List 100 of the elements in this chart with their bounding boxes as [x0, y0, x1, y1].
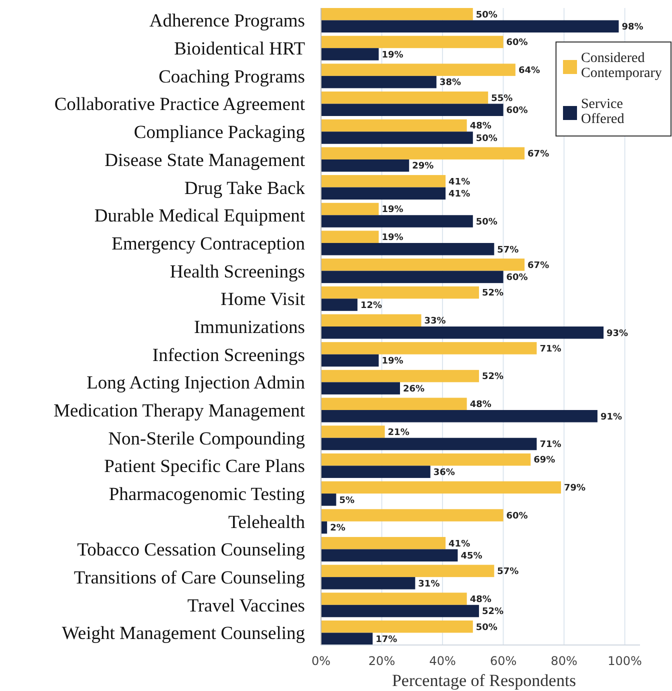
y-tick-label: Weight Management Counseling: [62, 624, 305, 644]
data-label: 52%: [482, 372, 504, 382]
bar: [321, 270, 504, 284]
data-label: 71%: [540, 440, 562, 450]
y-tick-label: Travel Vaccines: [187, 596, 305, 616]
bar: [321, 298, 358, 311]
data-label: 69%: [534, 456, 556, 466]
y-tick-label: Transitions of Care Counseling: [74, 568, 305, 589]
legend-label: Considered Contemporary: [581, 51, 662, 81]
bar: [321, 286, 479, 299]
bar: [321, 314, 422, 326]
bar: [321, 64, 516, 76]
bar: [321, 592, 467, 605]
bar: [321, 104, 504, 116]
bar: [321, 438, 537, 450]
bar: [321, 577, 416, 590]
y-tick-label: Tobacco Cessation Counseling: [77, 540, 305, 561]
data-label: 60%: [506, 106, 528, 116]
y-tick-label: Disease State Management: [104, 150, 306, 171]
bar: [321, 242, 494, 256]
bar: [321, 481, 562, 494]
data-label: 93%: [606, 328, 628, 339]
bar: [321, 258, 525, 271]
data-label: 36%: [433, 468, 455, 478]
bar: [321, 354, 379, 367]
data-label: 57%: [497, 245, 519, 256]
y-tick-label: Durable Medical Equipment: [94, 206, 306, 227]
data-label: 52%: [482, 288, 504, 299]
data-label: 26%: [402, 384, 425, 394]
x-tick-label: 80%: [550, 654, 578, 668]
bar: [321, 175, 446, 188]
data-label: 50%: [476, 217, 498, 228]
bar: [321, 632, 373, 645]
bar: [321, 92, 488, 104]
y-tick-label: Telehealth: [228, 512, 305, 533]
bar: [321, 20, 619, 32]
bar: [321, 370, 479, 382]
bar: [321, 494, 336, 506]
data-label: 50%: [476, 622, 498, 633]
bar: [321, 604, 479, 618]
y-tick-label: Emergency Contraception: [112, 234, 305, 254]
bar: [321, 187, 446, 200]
data-label: 19%: [382, 356, 404, 367]
bar: [321, 620, 473, 633]
bar: [321, 466, 430, 478]
data-label: 45%: [460, 552, 482, 562]
data-label: 71%: [540, 344, 562, 354]
data-label: 31%: [418, 579, 440, 590]
data-label: 60%: [506, 273, 528, 284]
y-tick-label: Home Visit: [220, 290, 306, 310]
data-label: 50%: [476, 10, 498, 20]
bar: [321, 398, 467, 410]
legend-label: Service Offered: [581, 97, 624, 127]
bar: [321, 230, 379, 243]
y-tick-label: Drug Take Back: [184, 178, 306, 199]
data-label: 41%: [448, 177, 470, 188]
bar: [321, 326, 604, 339]
x-tick-label: 100%: [608, 654, 642, 668]
y-tick-label: Collaborative Practice Agreement: [54, 95, 306, 116]
data-label: 91%: [600, 412, 622, 422]
bar: [321, 36, 504, 48]
data-label: 41%: [448, 539, 470, 550]
y-tick-label: Compliance Packaging: [134, 123, 305, 144]
bar: [321, 536, 446, 550]
data-label: 67%: [528, 260, 550, 271]
bar: [321, 453, 531, 466]
y-tick-label: Immunizations: [194, 318, 305, 338]
x-tick-label: 0%: [311, 654, 331, 668]
data-label: 29%: [412, 162, 434, 172]
data-label: 60%: [506, 38, 528, 48]
y-tick-label: Patient Specific Care Plans: [104, 457, 305, 478]
bar: [321, 549, 458, 562]
data-label: 48%: [470, 400, 492, 410]
bar: [321, 426, 385, 438]
bar: [321, 215, 473, 228]
data-label: 57%: [497, 567, 519, 578]
bar: [321, 382, 400, 394]
y-tick-label: Non-Sterile Compounding: [108, 429, 305, 450]
bar: [321, 76, 436, 88]
data-label: 19%: [382, 205, 404, 216]
data-label: 79%: [564, 484, 586, 494]
data-label: 41%: [448, 190, 470, 200]
data-label: 38%: [439, 78, 461, 88]
bar: [321, 159, 410, 172]
bar: [321, 132, 473, 144]
data-label: 50%: [476, 134, 498, 144]
data-label: 48%: [470, 122, 492, 132]
bar: [321, 8, 473, 20]
bar: [321, 342, 537, 354]
y-tick-label: Adherence Programs: [149, 12, 305, 32]
data-label: 33%: [424, 316, 446, 327]
x-tick-label: 20%: [368, 654, 396, 668]
bar: [321, 147, 525, 160]
data-label: 2%: [330, 524, 346, 534]
data-label: 52%: [482, 607, 504, 618]
x-tick-label: 40%: [429, 654, 456, 668]
data-label: 19%: [382, 233, 404, 243]
data-label: 67%: [528, 149, 550, 160]
bar: [321, 509, 504, 522]
y-tick-label: Coaching Programs: [158, 67, 305, 88]
